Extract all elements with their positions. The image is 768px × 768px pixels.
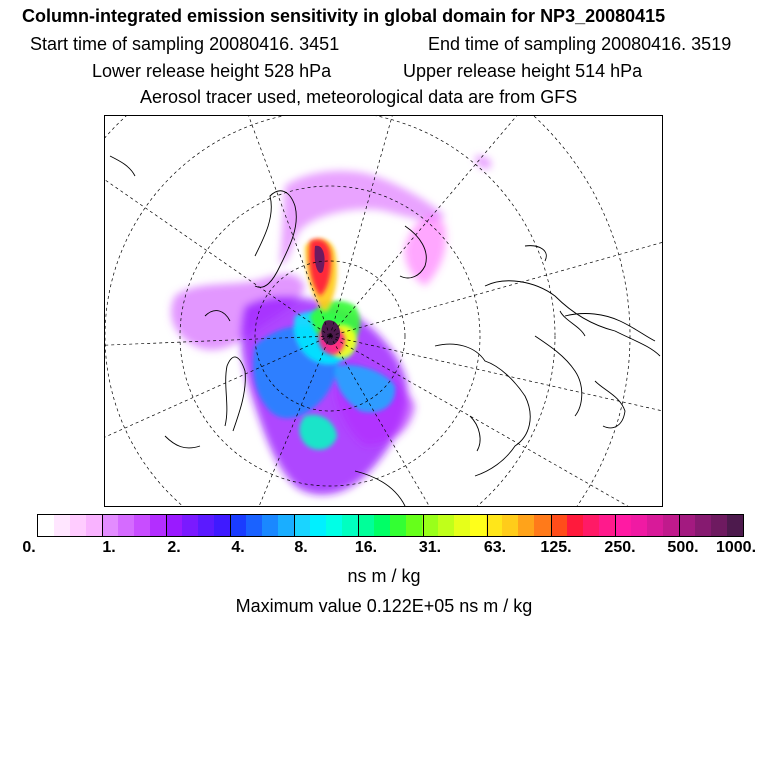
colorbar-swatch xyxy=(470,515,487,536)
colorbar-divider xyxy=(678,515,680,536)
colorbar-divider xyxy=(102,515,104,536)
sensitivity-plume xyxy=(171,155,492,495)
colorbar-divider xyxy=(230,515,232,536)
polar-map xyxy=(104,115,663,507)
colorbar-divider xyxy=(486,515,488,536)
colorbar-swatch xyxy=(406,515,423,536)
colorbar-swatch xyxy=(726,515,743,536)
colorbar-tick: 8. xyxy=(294,539,308,556)
map-canvas xyxy=(105,116,662,506)
map-graticule xyxy=(105,116,662,506)
colorbar-swatch xyxy=(486,515,503,536)
colorbar-swatch xyxy=(566,515,583,536)
colorbar-swatch xyxy=(134,515,151,536)
colorbar-swatch xyxy=(582,515,599,536)
colorbar-swatch xyxy=(38,515,55,536)
colorbar-divider xyxy=(358,515,360,536)
colorbar-divider xyxy=(294,515,296,536)
upper-height-label: Upper release height 514 hPa xyxy=(403,61,643,81)
colorbar-tick: 16. xyxy=(354,539,378,556)
colorbar-swatch xyxy=(182,515,199,536)
colorbar-swatch xyxy=(710,515,727,536)
colorbar-swatch xyxy=(438,515,455,536)
colorbar-divider xyxy=(422,515,424,536)
colorbar xyxy=(37,514,744,537)
colorbar-swatch xyxy=(310,515,327,536)
maximum-value-label: Maximum value 0.122E+05 ns m / kg xyxy=(235,596,533,616)
coastlines xyxy=(109,155,661,506)
colorbar-swatch xyxy=(630,515,647,536)
colorbar-swatch xyxy=(678,515,695,536)
colorbar-swatch xyxy=(294,515,311,536)
colorbar-swatch xyxy=(662,515,679,536)
colorbar-swatch xyxy=(358,515,375,536)
lower-height-label: Lower release height 528 hPa xyxy=(92,61,332,81)
colorbar-tick: 250. xyxy=(604,539,636,556)
colorbar-divider xyxy=(166,515,168,536)
colorbar-divider xyxy=(550,515,552,536)
colorbar-swatch xyxy=(246,515,263,536)
colorbar-swatch xyxy=(262,515,279,536)
tracer-info-label: Aerosol tracer used, meteorological data… xyxy=(140,87,578,107)
colorbar-swatch xyxy=(550,515,567,536)
colorbar-tick: 2. xyxy=(167,539,181,556)
colorbar-swatch xyxy=(86,515,103,536)
colorbar-units: ns m / kg xyxy=(347,566,421,586)
colorbar-tick: 125. xyxy=(540,539,572,556)
colorbar-tick: 1. xyxy=(102,539,116,556)
colorbar-swatch xyxy=(342,515,359,536)
colorbar-swatch xyxy=(214,515,231,536)
colorbar-swatch xyxy=(118,515,135,536)
colorbar-tick: 31. xyxy=(418,539,442,556)
colorbar-tick: 0. xyxy=(22,539,36,556)
colorbar-swatch xyxy=(70,515,87,536)
colorbar-swatch xyxy=(646,515,663,536)
colorbar-tick: 1000. xyxy=(715,539,757,556)
colorbar-swatch xyxy=(502,515,519,536)
colorbar-tick: 4. xyxy=(231,539,245,556)
end-time-label: End time of sampling 20080416. 3519 xyxy=(428,34,732,54)
colorbar-swatch xyxy=(454,515,471,536)
colorbar-divider xyxy=(614,515,616,536)
colorbar-swatch xyxy=(102,515,119,536)
colorbar-swatch xyxy=(54,515,71,536)
colorbar-swatch xyxy=(390,515,407,536)
colorbar-swatch xyxy=(534,515,551,536)
colorbar-swatch xyxy=(150,515,167,536)
start-time-label: Start time of sampling 20080416. 3451 xyxy=(30,34,340,54)
colorbar-swatch xyxy=(326,515,343,536)
colorbar-swatch xyxy=(166,515,183,536)
colorbar-swatch xyxy=(230,515,247,536)
colorbar-swatch xyxy=(278,515,295,536)
colorbar-swatch xyxy=(422,515,439,536)
colorbar-swatch xyxy=(694,515,711,536)
colorbar-tick: 500. xyxy=(667,539,699,556)
colorbar-swatch xyxy=(518,515,535,536)
colorbar-swatch xyxy=(374,515,391,536)
colorbar-swatch xyxy=(598,515,615,536)
colorbar-swatch xyxy=(614,515,631,536)
colorbar-swatch xyxy=(198,515,215,536)
colorbar-tick: 63. xyxy=(483,539,507,556)
plot-title: Column-integrated emission sensitivity i… xyxy=(22,6,666,26)
